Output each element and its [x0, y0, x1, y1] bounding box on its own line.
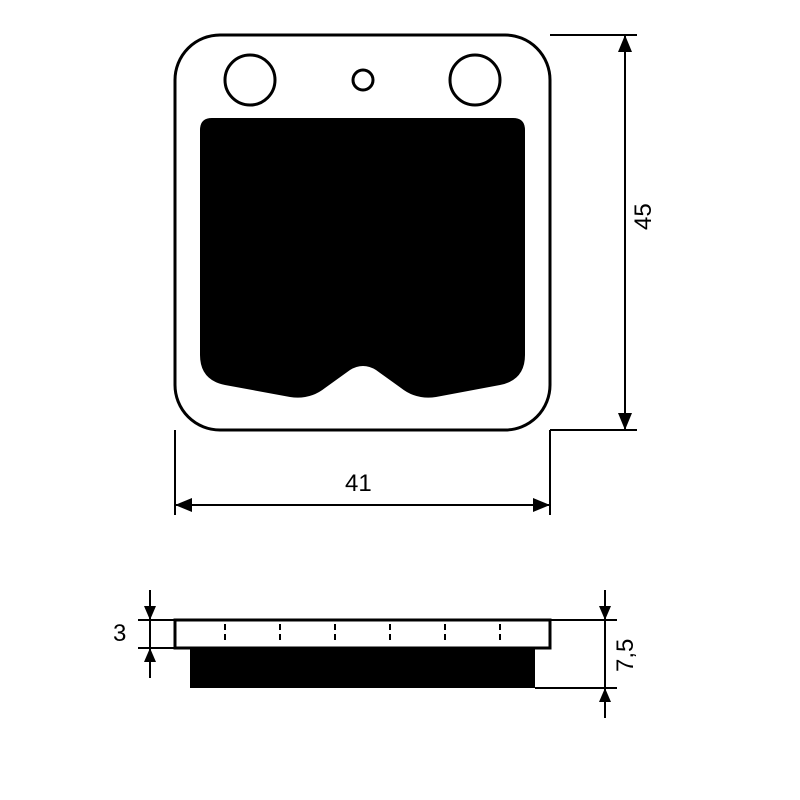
dim-height	[550, 35, 637, 430]
dim-total-thickness	[535, 590, 617, 718]
dim-plate-label: 3	[113, 620, 126, 648]
dim-width-label: 41	[345, 470, 372, 498]
dim-height-label: 45	[630, 203, 658, 230]
dim-plate-thickness	[138, 590, 175, 678]
technical-drawing	[0, 0, 800, 800]
top-view	[175, 35, 550, 430]
dim-total-label: 7,5	[612, 639, 640, 672]
side-view	[175, 620, 550, 688]
